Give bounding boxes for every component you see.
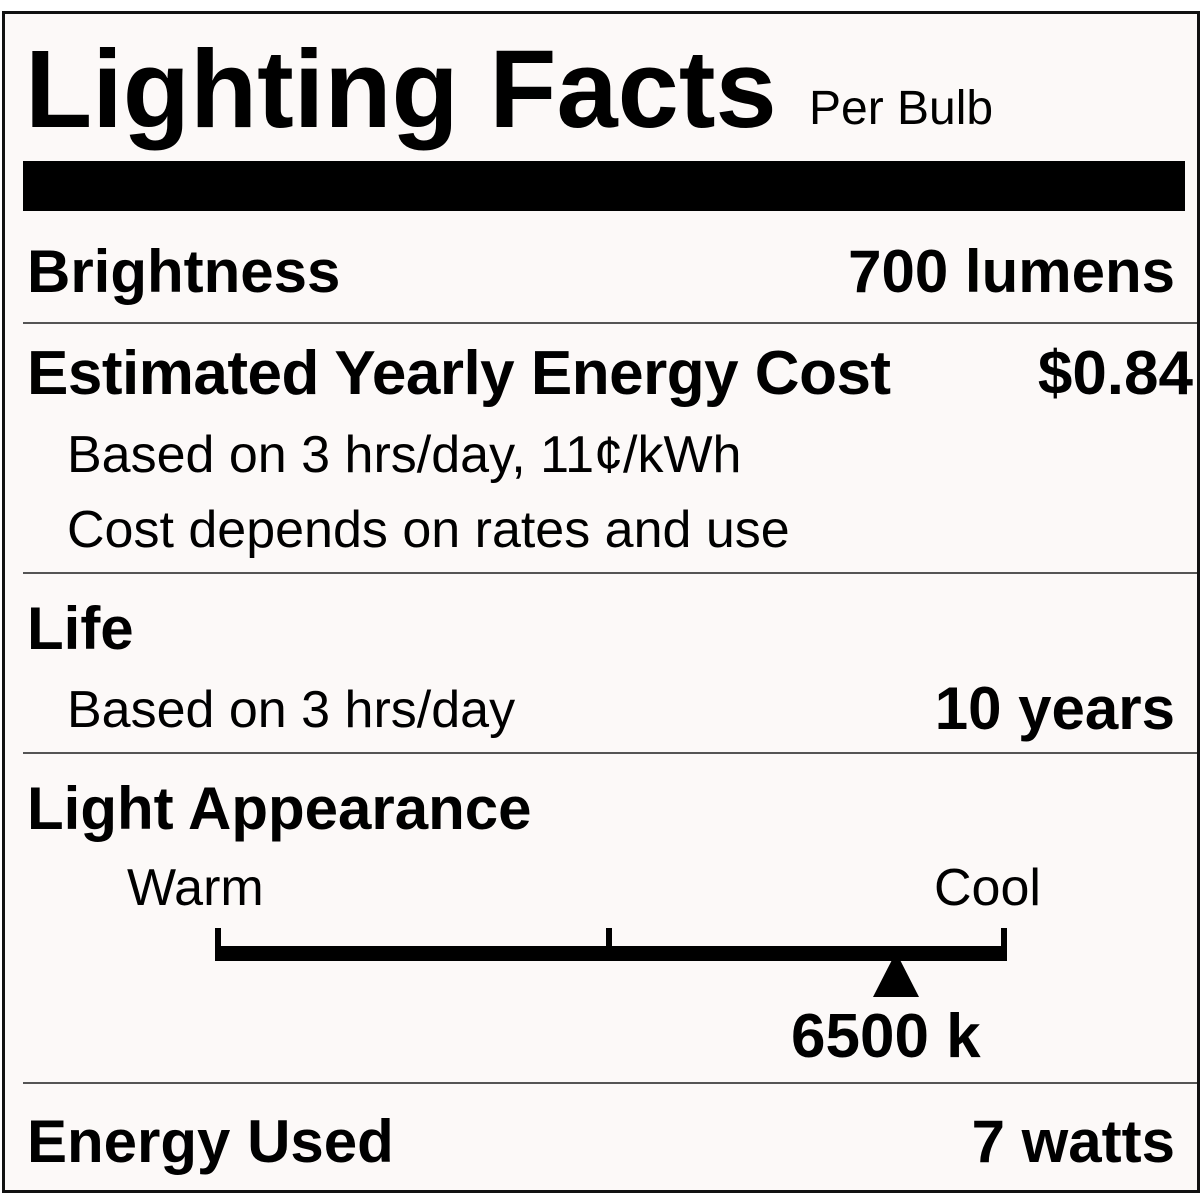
color-temperature-marker-icon [873,952,920,997]
scale-tick-mid [606,928,612,948]
energy-used-label: Energy Used [27,1108,394,1175]
warm-label: Warm [127,859,264,917]
scale-tick-warm [215,928,221,961]
divider [23,572,1197,574]
energy-used-value: 7 watts [971,1108,1175,1175]
brightness-value: 700 lumens [848,238,1175,305]
energy-cost-label: Estimated Yearly Energy Cost [27,339,891,408]
energy-cost-note-rate: Based on 3 hrs/day, 11¢/kWh [67,426,742,484]
label-title: Lighting Facts [25,28,777,151]
divider [23,1082,1197,1084]
brightness-label: Brightness [27,238,341,305]
lighting-facts-label: Lighting Facts Per Bulb Brightness 700 l… [2,11,1200,1193]
divider [23,322,1197,324]
color-temperature-scale [215,946,1007,961]
title-divider-bar [23,161,1185,211]
energy-cost-note-usage: Cost depends on rates and use [67,501,790,559]
color-temperature-value: 6500 k [791,1002,981,1071]
life-label: Life [27,595,134,662]
divider [23,752,1197,754]
life-note: Based on 3 hrs/day [67,681,516,739]
energy-cost-value: $0.84 [1037,339,1193,408]
label-subtitle: Per Bulb [809,82,994,135]
light-appearance-label: Light Appearance [27,775,532,842]
life-value: 10 years [934,675,1175,742]
scale-tick-cool [1001,928,1007,961]
cool-label: Cool [934,859,1041,917]
